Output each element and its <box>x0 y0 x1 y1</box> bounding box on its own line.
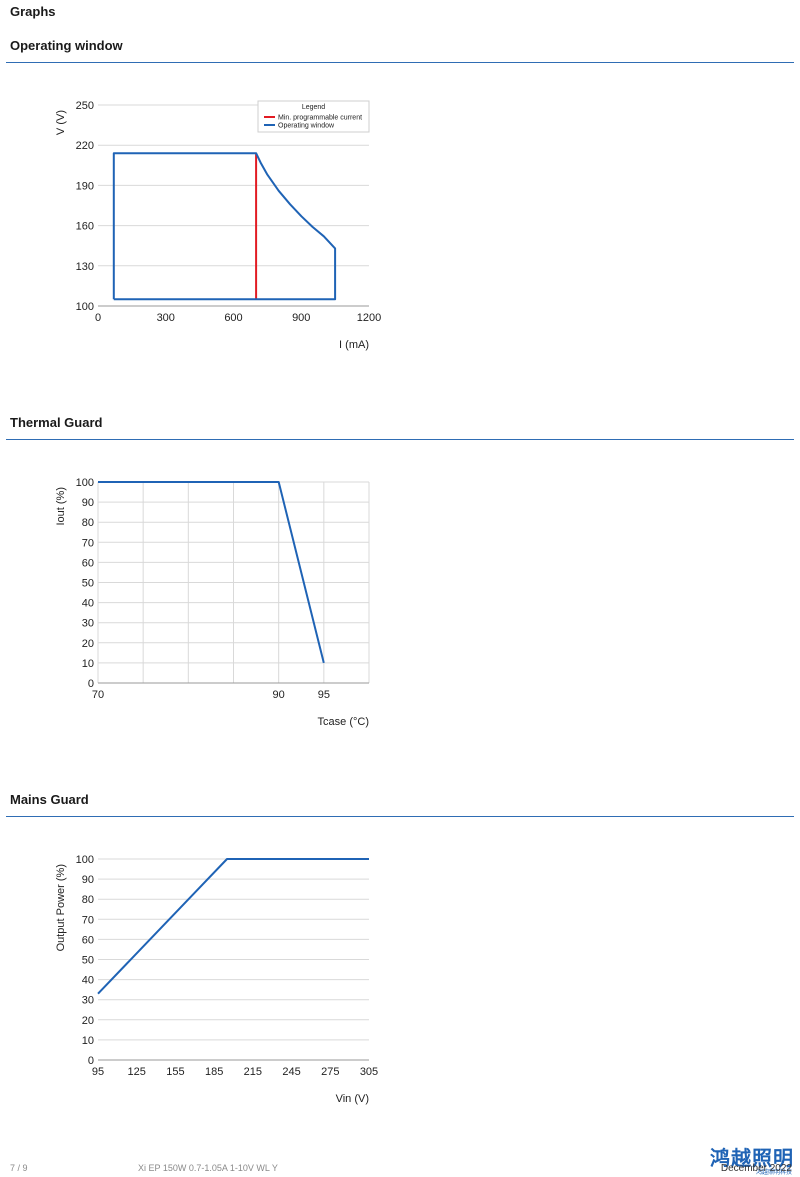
x-tick-label: 185 <box>205 1066 223 1078</box>
page-heading: Graphs <box>10 4 56 19</box>
y-tick-label: 40 <box>82 975 94 987</box>
section-title-mains-guard: Mains Guard <box>10 792 89 807</box>
series-line <box>97 858 369 995</box>
watermark-logo: 鸿越照明 鸿越照明科技 <box>696 1142 794 1176</box>
x-tick-label: 90 <box>273 689 285 701</box>
legend-entry: Operating window <box>278 123 335 130</box>
section-title-operating-window: Operating window <box>10 38 123 53</box>
y-tick-label: 160 <box>76 221 94 233</box>
y-tick-label: 70 <box>82 537 94 549</box>
y-tick-label: 100 <box>76 854 94 866</box>
logo-text: 鸿越照明 <box>710 1146 794 1170</box>
x-tick-label: 215 <box>244 1066 262 1078</box>
operating-window-chart: 100 130 160 190 220 250 0 300 600 900 1200 I (mA) V … <box>55 100 381 351</box>
x-axis-label: Vin (V) <box>336 1093 369 1105</box>
y-tick-label: 20 <box>82 1015 94 1027</box>
y-tick-label: 0 <box>88 1055 94 1067</box>
series-line <box>98 481 325 664</box>
x-tick-label: 155 <box>166 1066 184 1078</box>
y-tick-label: 50 <box>82 578 94 590</box>
legend-entry: Min. programmable current <box>278 115 362 122</box>
y-axis-label: Output Power (%) <box>55 864 67 951</box>
x-tick-label: 95 <box>92 1066 104 1078</box>
x-tick-label: 0 <box>95 312 101 324</box>
y-axis-label: Iout (%) <box>55 487 67 526</box>
x-tick-label: 125 <box>128 1066 146 1078</box>
y-axis-label: V (V) <box>55 110 67 135</box>
y-tick-label: 80 <box>82 894 94 906</box>
mains-guard-chart: 0 10 20 30 40 50 60 70 80 90 100 95 125 155 185 215 245 2… <box>55 854 378 1105</box>
logo-subtext: 鸿越照明科技 <box>755 1169 792 1176</box>
y-tick-label: 0 <box>88 678 94 690</box>
section-divider <box>6 816 794 817</box>
footer-product-name: Xi EP 150W 0.7-1.05A 1-10V WL Y <box>138 1163 278 1173</box>
section-divider <box>6 62 794 63</box>
y-tick-label: 40 <box>82 598 94 610</box>
x-tick-label: 275 <box>321 1066 339 1078</box>
y-tick-label: 80 <box>82 517 94 529</box>
y-tick-label: 10 <box>82 1035 94 1047</box>
y-tick-label: 60 <box>82 934 94 946</box>
y-tick-label: 130 <box>76 261 94 273</box>
thermal-guard-chart: 0 10 20 30 40 50 60 70 80 90 100 70 90 95 Tcase (°C) Io… <box>55 477 370 728</box>
legend-title: Legend <box>302 104 325 111</box>
x-tick-label: 300 <box>157 312 175 324</box>
footer-date: December 2022 <box>720 1163 792 1174</box>
y-tick-label: 70 <box>82 914 94 926</box>
y-tick-label: 90 <box>82 874 94 886</box>
y-tick-label: 30 <box>82 995 94 1007</box>
y-tick-label: 100 <box>76 301 94 313</box>
y-tick-label: 90 <box>82 497 94 509</box>
x-tick-label: 600 <box>224 312 242 324</box>
y-tick-label: 220 <box>76 140 94 152</box>
y-tick-label: 250 <box>76 100 94 112</box>
x-tick-label: 70 <box>92 689 104 701</box>
legend-box <box>257 100 370 133</box>
x-tick-label: 95 <box>318 689 330 701</box>
y-tick-label: 50 <box>82 955 94 967</box>
y-tick-label: 60 <box>82 557 94 569</box>
x-tick-label: 900 <box>292 312 310 324</box>
x-axis-label: I (mA) <box>339 339 369 351</box>
y-tick-label: 10 <box>82 658 94 670</box>
x-tick-label: 1200 <box>357 312 381 324</box>
y-tick-label: 190 <box>76 180 94 192</box>
series-line-operating-window <box>112 152 337 301</box>
section-divider <box>6 439 794 440</box>
y-tick-label: 30 <box>82 618 94 630</box>
y-tick-label: 20 <box>82 638 94 650</box>
x-axis-label: Tcase (°C) <box>318 716 369 728</box>
section-title-thermal-guard: Thermal Guard <box>10 415 103 430</box>
y-tick-label: 100 <box>76 477 94 489</box>
x-tick-label: 305 <box>360 1066 378 1078</box>
footer-page-number: 7 / 9 <box>10 1163 28 1173</box>
x-tick-label: 245 <box>282 1066 300 1078</box>
